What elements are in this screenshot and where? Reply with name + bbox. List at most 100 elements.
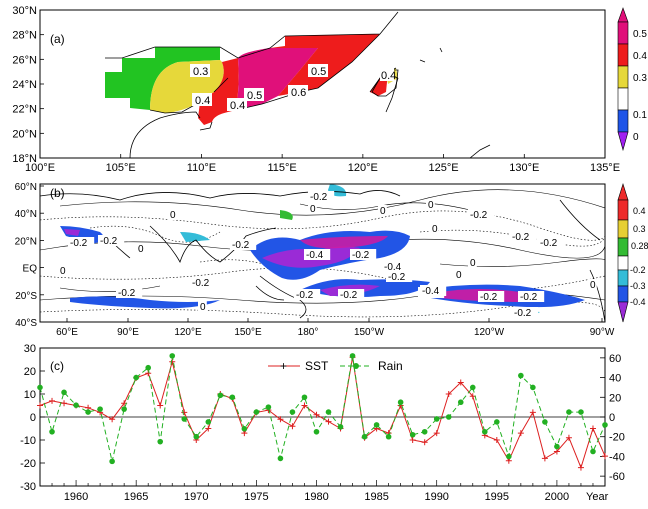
sst-point [409,437,416,443]
lon-tick-label: 150°E [234,327,262,338]
lat-tick-label: 26°N [12,54,37,66]
lon-tick-label: 110°E [187,162,216,174]
panel-b-contour-labels: -0.2-0.2-0.2000-0.20-0.2-0.4-0.2000-0.2-… [58,191,597,319]
colorbar-label: 0 [633,132,639,143]
y-right-tick-label: 20 [609,392,621,404]
rain-point [566,409,572,415]
rain-point [542,419,548,425]
sst-point [169,358,176,365]
lat-tick-label: 28°N [12,30,37,42]
contour-label: -0.2 [232,240,250,251]
lon-tick-label: 135°E [590,162,620,174]
contour-label: -0.2 [310,192,328,203]
panel-b-label: (b) [50,186,65,200]
lat-tick-label: 20°N [12,128,37,140]
panel-a: 0.3 0.4 0.4 0.5 0.5 0.6 0.4 (a) 30°N 28°N… [12,5,647,174]
colorbar-label: -0.3 [630,281,646,291]
contour-label: -0.2 [514,308,532,319]
colorbar-label: 0.4 [633,51,647,62]
panel-c-label: (c) [50,359,64,373]
y-right-tick-label: -40 [609,451,625,463]
lon-tick-label: 150°W [354,327,385,338]
rain-point [193,433,200,440]
rain-point [397,399,404,406]
x-tick-label: 2000 [545,491,569,503]
sst-point [529,409,536,416]
y-left-tick-label: 0 [30,412,36,424]
lon-tick-label: 180° [298,327,319,338]
colorbar-label: 0.5 [633,29,647,40]
lat-tick-label: 40°N [15,209,37,220]
lon-tick-label: 130°E [509,162,539,174]
lat-tick-label: 22°N [12,104,37,116]
contour-label: -0.2 [520,292,538,303]
rain-point [277,455,284,462]
y-left-tick-label: 20 [24,366,36,378]
contour-label: 0 [470,258,476,269]
contour-label: -0.2 [340,290,358,301]
panel-a-colorbar: 0.5 0.4 0.3 0.1 0 [617,7,647,152]
rain-point [241,426,248,432]
lat-tick-label: 20°N [15,236,37,247]
rain-point [37,384,43,391]
lat-tick-label: EQ [23,264,38,275]
rain-point [469,384,476,391]
y-right-tick-label: 60 [609,353,621,365]
x-tick-label: 1990 [424,491,448,503]
series-line-rain [39,355,606,462]
rain-point [97,406,103,412]
contour-label: 0.5 [311,66,326,78]
rain-point [109,458,115,465]
legend-rain-label: Rain [378,359,403,373]
rain-point [289,409,296,415]
sst-point [433,430,440,437]
lat-tick-label: 30°N [12,5,37,17]
rain-point [385,433,392,440]
sst-point [61,400,68,407]
y-right-tick-label: 40 [609,373,621,385]
contour-label: -0.2 [192,278,210,289]
lon-tick-label: 120°W [474,327,505,338]
lon-tick-label: 115°E [268,162,297,174]
contour-label: 0.4 [230,100,245,112]
contour-label: -0.4 [384,262,402,273]
x-tick-label: 1970 [184,491,208,503]
legend: + SST Rain [268,359,403,373]
lat-tick-label: 40°S [15,318,37,329]
rain-point [169,353,176,359]
rain-point [337,424,344,430]
rain-point [85,409,91,415]
rain-point [121,406,127,412]
lon-tick-label: 90°E [117,327,139,338]
sst-point [445,391,452,397]
rain-point [590,448,596,455]
legend-sst-label: SST [305,359,329,373]
colorbar-label: 0.1 [633,110,647,121]
legend-rain-marker [353,363,359,369]
rain-point [554,443,560,450]
rain-point [409,431,416,438]
panel-b-coastline [40,190,605,322]
contour-label: -0.2 [296,290,314,301]
y-right-tick-label: -60 [609,471,625,483]
contour-label: 0 [170,210,176,221]
rain-point [73,402,79,408]
rain-point [578,409,584,415]
panel-b: -0.2-0.2-0.2000-0.20-0.2-0.4-0.2000-0.2-… [15,182,648,338]
rain-point [373,422,380,428]
rain-point [133,374,139,381]
y-left-tick-label: -30 [20,481,36,493]
rain-point [301,394,308,401]
lon-tick-label: 120°E [174,327,202,338]
colorbar-label: 0.4 [633,206,646,216]
contour-label: -0.2 [388,272,406,283]
y-right-tick-label: 0 [609,412,615,424]
x-tick-label: 1985 [364,491,388,503]
panel-a-green-region [105,47,220,110]
contour-label: 0 [200,302,206,313]
contour-label: -0.2 [118,288,136,299]
rain-point [530,384,536,391]
rain-point [265,404,272,410]
y-left-tick-label: -20 [20,458,36,470]
sst-point [602,453,608,460]
